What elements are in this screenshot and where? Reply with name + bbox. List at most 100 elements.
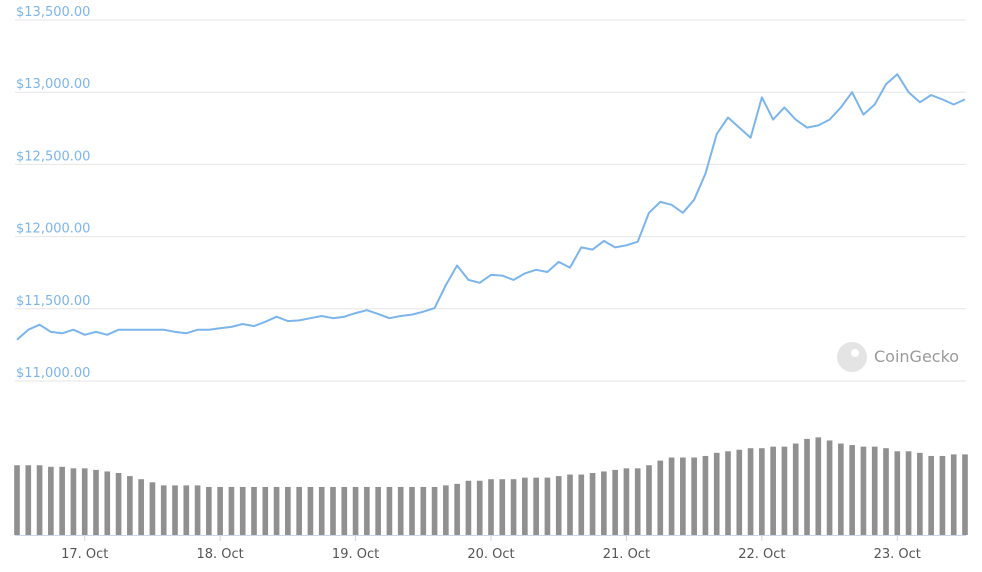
volume-bar xyxy=(905,451,912,535)
volume-bar xyxy=(352,486,359,535)
volume-bar xyxy=(634,468,641,535)
x-tick-label: 22. Oct xyxy=(738,547,785,562)
volume-bar xyxy=(48,466,54,535)
volume-bar xyxy=(917,452,923,535)
x-tick-label: 18. Oct xyxy=(196,547,243,562)
volume-bar xyxy=(826,440,833,535)
volume-bar xyxy=(296,486,302,535)
volume-bar xyxy=(939,455,946,535)
volume-bar xyxy=(386,486,393,535)
volume-bar xyxy=(454,483,460,535)
volume-bar xyxy=(183,485,190,535)
volume-bar xyxy=(713,452,720,535)
volume-bar xyxy=(465,480,472,535)
volume-bar xyxy=(567,474,573,535)
volume-bar xyxy=(194,485,201,535)
volume-bar xyxy=(499,479,506,535)
volume-bar xyxy=(409,486,415,535)
volume-bar xyxy=(578,474,585,535)
volume-bar xyxy=(815,437,822,535)
volume-bar xyxy=(928,455,934,535)
volume-bar xyxy=(759,448,765,535)
volume-bar xyxy=(59,466,65,535)
volume-bar xyxy=(262,486,269,535)
volume-bar xyxy=(14,465,20,535)
volume-bar xyxy=(364,486,370,535)
volume-bar xyxy=(601,471,607,535)
volume-bar xyxy=(849,445,855,535)
volume-bar xyxy=(781,446,788,535)
volume-bar xyxy=(657,460,664,535)
volume-bar xyxy=(736,449,743,535)
volume-bar xyxy=(138,479,144,535)
y-tick-label: $13,500.00 xyxy=(16,5,90,20)
volume-bar xyxy=(251,486,257,535)
volume-bar xyxy=(217,486,223,535)
volume-bar xyxy=(533,477,539,535)
volume-bar xyxy=(172,485,178,535)
volume-bar xyxy=(115,473,122,535)
volume-bar xyxy=(93,469,99,535)
x-tick-label: 21. Oct xyxy=(603,547,650,562)
volume-bar xyxy=(81,468,88,535)
volume-bar xyxy=(623,468,630,535)
volume-bar xyxy=(149,482,156,535)
volume-bar xyxy=(25,465,32,535)
volume-bar xyxy=(804,438,810,535)
volume-bar xyxy=(702,455,709,535)
volume-bar xyxy=(285,486,291,535)
x-tick-label: 19. Oct xyxy=(332,547,379,562)
volume-bar xyxy=(612,469,618,535)
volume-bar xyxy=(307,486,314,535)
volume-bar xyxy=(838,443,844,535)
volume-bar xyxy=(341,486,348,535)
volume-bar xyxy=(488,479,494,535)
y-tick-label: $12,000.00 xyxy=(16,222,90,237)
volume-bar xyxy=(770,446,776,535)
volume-bar xyxy=(70,468,77,535)
volume-bar xyxy=(431,486,438,535)
volume-bar xyxy=(544,477,551,535)
y-tick-label: $13,000.00 xyxy=(16,77,90,92)
volume-bar xyxy=(104,471,111,535)
watermark xyxy=(837,342,867,372)
volume-bar xyxy=(950,454,957,535)
volume-bar xyxy=(443,485,449,535)
volume-bar xyxy=(555,476,562,535)
y-tick-label: $11,500.00 xyxy=(16,294,90,309)
volume-bar xyxy=(680,457,686,535)
volume-bar xyxy=(646,465,652,535)
price-line xyxy=(16,73,966,341)
volume-bar xyxy=(792,443,799,535)
volume-bar xyxy=(510,479,517,535)
volume-bar xyxy=(127,476,133,535)
volume-bar xyxy=(206,486,212,535)
volume-bar xyxy=(397,486,404,535)
volume-bar xyxy=(330,486,336,535)
x-tick-label: 23. Oct xyxy=(874,547,921,562)
volume-bar xyxy=(420,486,427,535)
volume-bar xyxy=(894,451,901,535)
volume-bar xyxy=(36,465,43,535)
volume-bar xyxy=(375,486,381,535)
volume-bar xyxy=(871,446,878,535)
volume-bar xyxy=(522,477,528,535)
volume-bar xyxy=(239,486,246,535)
volume-bar xyxy=(476,480,483,535)
volume-bar xyxy=(318,486,325,535)
x-tick-label: 20. Oct xyxy=(467,547,514,562)
volume-bar xyxy=(747,448,754,535)
watermark-text: CoinGecko xyxy=(874,347,959,366)
watermark-eye xyxy=(851,349,859,357)
volume-bar xyxy=(228,486,235,535)
volume-bar xyxy=(691,457,697,535)
volume-bar xyxy=(883,448,889,535)
volume-bar xyxy=(725,451,731,535)
volume-bar xyxy=(860,446,867,535)
y-tick-label: $12,500.00 xyxy=(16,149,90,164)
x-tick-label: 17. Oct xyxy=(61,547,108,562)
watermark-logo xyxy=(837,342,867,372)
y-tick-label: $11,000.00 xyxy=(16,366,90,381)
volume-bar xyxy=(589,473,596,535)
